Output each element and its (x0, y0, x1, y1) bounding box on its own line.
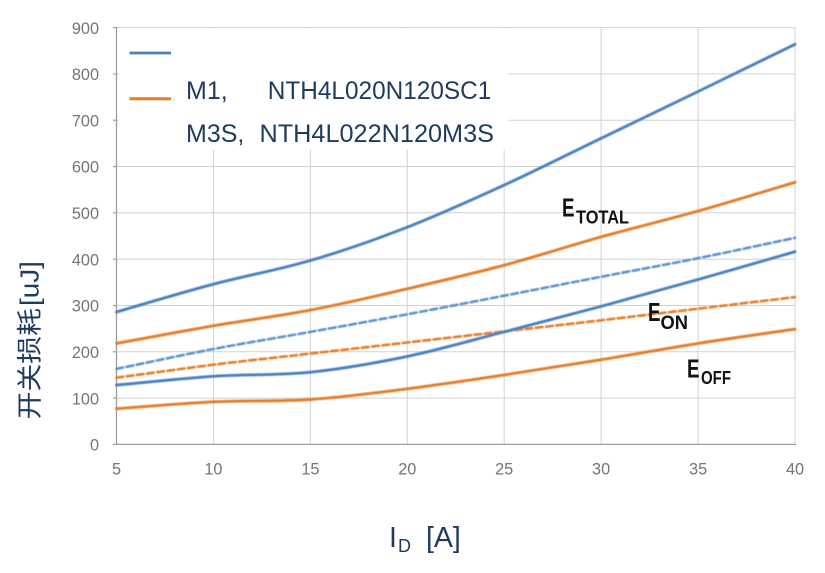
svg-text:0: 0 (90, 437, 99, 455)
svg-text:OFF: OFF (701, 368, 731, 388)
svg-text:E: E (648, 297, 661, 327)
svg-text:100: 100 (72, 390, 99, 408)
svg-text:10: 10 (204, 461, 222, 479)
svg-text:ON: ON (661, 313, 689, 334)
svg-text:35: 35 (689, 461, 707, 479)
svg-text:[uJ]: [uJ] (16, 261, 45, 306)
svg-text:800: 800 (72, 66, 99, 84)
svg-text:NTH4L020N120SC1: NTH4L020N120SC1 (268, 77, 492, 105)
svg-text:E: E (687, 353, 700, 383)
svg-text:D: D (398, 536, 411, 556)
svg-text:I: I (389, 522, 397, 554)
svg-text:700: 700 (72, 112, 99, 130)
svg-text:[A]: [A] (426, 522, 461, 554)
svg-text:E: E (562, 192, 575, 222)
svg-text:200: 200 (72, 344, 99, 362)
svg-text:20: 20 (398, 461, 416, 479)
svg-text:500: 500 (72, 205, 99, 223)
svg-text:15: 15 (301, 461, 319, 479)
svg-text:30: 30 (592, 461, 610, 479)
svg-text:M1,: M1, (186, 77, 228, 105)
svg-text:400: 400 (72, 251, 99, 269)
svg-text:40: 40 (786, 461, 804, 479)
svg-text:600: 600 (72, 159, 99, 177)
svg-text:NTH4L022N120M3S: NTH4L022N120M3S (260, 120, 495, 148)
svg-text:300: 300 (72, 298, 99, 316)
svg-text:25: 25 (495, 461, 513, 479)
svg-text:TOTAL: TOTAL (576, 207, 629, 227)
svg-text:5: 5 (112, 461, 121, 479)
svg-text:900: 900 (72, 20, 99, 38)
svg-text:M3S,: M3S, (186, 120, 244, 148)
